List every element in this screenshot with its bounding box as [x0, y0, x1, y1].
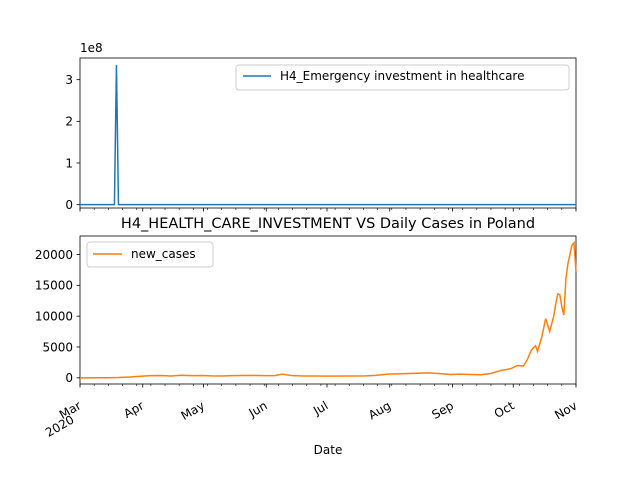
top-y-multiplier: 1e8 [80, 41, 103, 55]
x-tick-label: Aug [366, 398, 393, 422]
bottom-x-axis-label: Date [314, 443, 343, 457]
y-tick-label: 2 [65, 115, 73, 129]
x-tick-label: May [179, 398, 207, 423]
x-tick-label: Nov [552, 398, 579, 422]
bottom-panel: H4_HEALTH_CARE_INVESTMENT VS Daily Cases… [35, 216, 580, 457]
top-series-line [80, 65, 576, 206]
top-legend-label: H4_Emergency investment in healthcare [280, 69, 524, 83]
bottom-axes-frame [79, 235, 577, 385]
bottom-chart-title: H4_HEALTH_CARE_INVESTMENT VS Daily Cases… [121, 216, 535, 232]
y-tick-label: 3 [65, 73, 73, 87]
y-tick-label: 20000 [35, 248, 73, 262]
x-tick-label: Apr [121, 398, 146, 421]
y-tick-label: 15000 [35, 279, 73, 293]
y-tick-label: 0 [65, 198, 73, 212]
top-legend: H4_Emergency investment in healthcare [235, 64, 570, 91]
top-y-ticks: 0 1 2 3 [65, 73, 80, 212]
top-legend-box [235, 64, 570, 91]
x-tick-label: Jul [310, 398, 330, 418]
bottom-legend: new_cases [86, 241, 214, 268]
bottom-y-ticks: 0 5000 10000 15000 20000 [35, 248, 80, 385]
y-tick-label: 10000 [35, 309, 73, 323]
y-tick-label: 1 [65, 156, 73, 170]
y-tick-label: 5000 [42, 340, 73, 354]
bottom-legend-label: new_cases [131, 247, 196, 261]
bottom-series-line [79, 240, 577, 379]
x-tick-label: Oct [492, 398, 517, 421]
top-axes-frame [79, 57, 577, 209]
x-tick-label: Sep [429, 398, 456, 421]
top-x-ticks [79, 208, 577, 212]
bottom-legend-box [86, 241, 214, 268]
top-panel: 1e8 0 1 2 3 H4_Emergency investment in heal… [65, 41, 577, 212]
y-tick-label: 0 [65, 371, 73, 385]
x-tick-label: Jun [246, 398, 270, 420]
